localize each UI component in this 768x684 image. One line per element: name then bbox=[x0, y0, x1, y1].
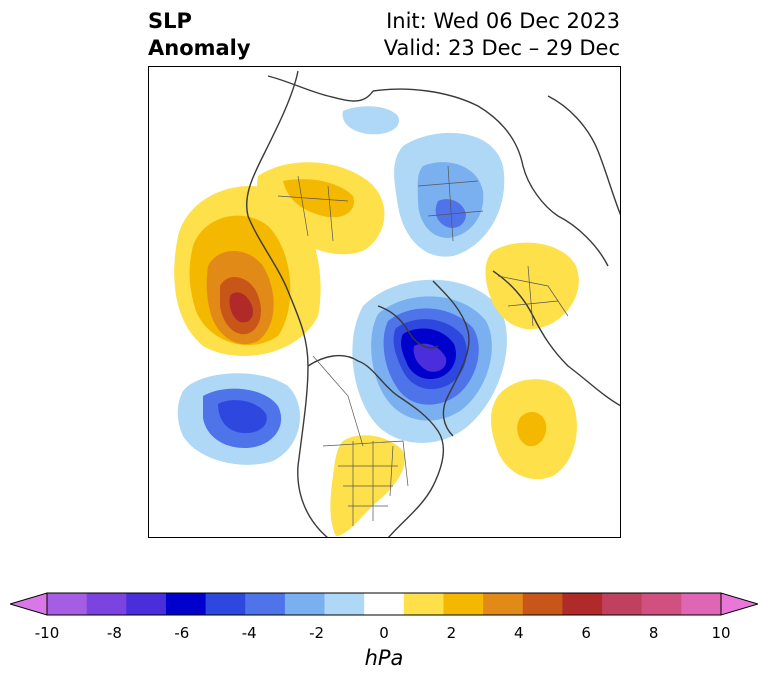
valid-range: Valid: 23 Dec – 29 Dec bbox=[383, 36, 620, 60]
colorbar-swatch bbox=[681, 593, 722, 615]
colorbar-swatch bbox=[205, 593, 246, 615]
anomaly-nw-canada-high bbox=[257, 162, 385, 255]
colorbar-tick-label: -6 bbox=[174, 624, 190, 642]
slp-anomaly-map bbox=[148, 66, 621, 538]
anomaly-pacific-low bbox=[177, 373, 300, 465]
colorbar-swatch bbox=[562, 593, 603, 615]
colorbar-swatch bbox=[403, 593, 444, 615]
colorbar-swatch bbox=[364, 593, 405, 615]
colorbar-swatch bbox=[641, 593, 682, 615]
colorbar-tick-label: 10 bbox=[711, 624, 731, 642]
colorbar-swatch bbox=[126, 593, 167, 615]
colorbar-tick-label: 2 bbox=[446, 624, 457, 642]
colorbar-swatch bbox=[602, 593, 643, 615]
colorbar-swatch bbox=[47, 593, 88, 615]
colorbar-unit-label: hPa bbox=[364, 646, 404, 670]
colorbar-tick-label: 6 bbox=[581, 624, 591, 642]
colorbar-tick-label: -10 bbox=[34, 624, 60, 642]
colorbar-tick-label: -4 bbox=[241, 624, 257, 642]
colorbar-tick-label: -8 bbox=[106, 624, 122, 642]
colorbar-tick-label: 8 bbox=[648, 624, 659, 642]
init-date: Init: Wed 06 Dec 2023 bbox=[386, 9, 620, 33]
colorbar-swatch bbox=[522, 593, 563, 615]
colorbar-swatch bbox=[284, 593, 326, 615]
anomaly-arctic-low bbox=[342, 106, 399, 135]
colorbar-min-extend-arrow bbox=[10, 592, 48, 616]
colorbar-max-extend-arrow bbox=[720, 592, 758, 616]
colorbar bbox=[10, 592, 758, 616]
map-frame bbox=[148, 66, 621, 538]
country-borders bbox=[277, 165, 569, 526]
title-right: Init: Wed 06 Dec 2023 Valid: 23 Dec – 29… bbox=[384, 8, 620, 62]
colorbar-swatch bbox=[483, 593, 524, 615]
colorbar-tick-label: 0 bbox=[379, 624, 389, 642]
title-slp: SLP bbox=[148, 9, 192, 33]
colorbar-swatch bbox=[86, 593, 127, 615]
colorbar-swatch bbox=[165, 593, 207, 615]
anomaly-southern-us-high bbox=[330, 435, 405, 536]
colorbar-tick-label: -2 bbox=[309, 624, 325, 642]
title-anomaly: Anomaly bbox=[148, 36, 251, 60]
anomaly-greenland-low bbox=[352, 279, 507, 443]
colorbar-swatch bbox=[245, 593, 286, 615]
colorbar-swatch bbox=[443, 593, 484, 615]
title-left: SLP Anomaly bbox=[148, 8, 251, 62]
colorbar-swatch bbox=[324, 593, 365, 615]
coastlines bbox=[246, 70, 621, 538]
colorbar-frame bbox=[46, 592, 722, 616]
colorbar-tick-label: 4 bbox=[514, 624, 524, 642]
anomaly-europe-high bbox=[485, 242, 579, 330]
anomaly-atlantic-high bbox=[491, 379, 577, 480]
